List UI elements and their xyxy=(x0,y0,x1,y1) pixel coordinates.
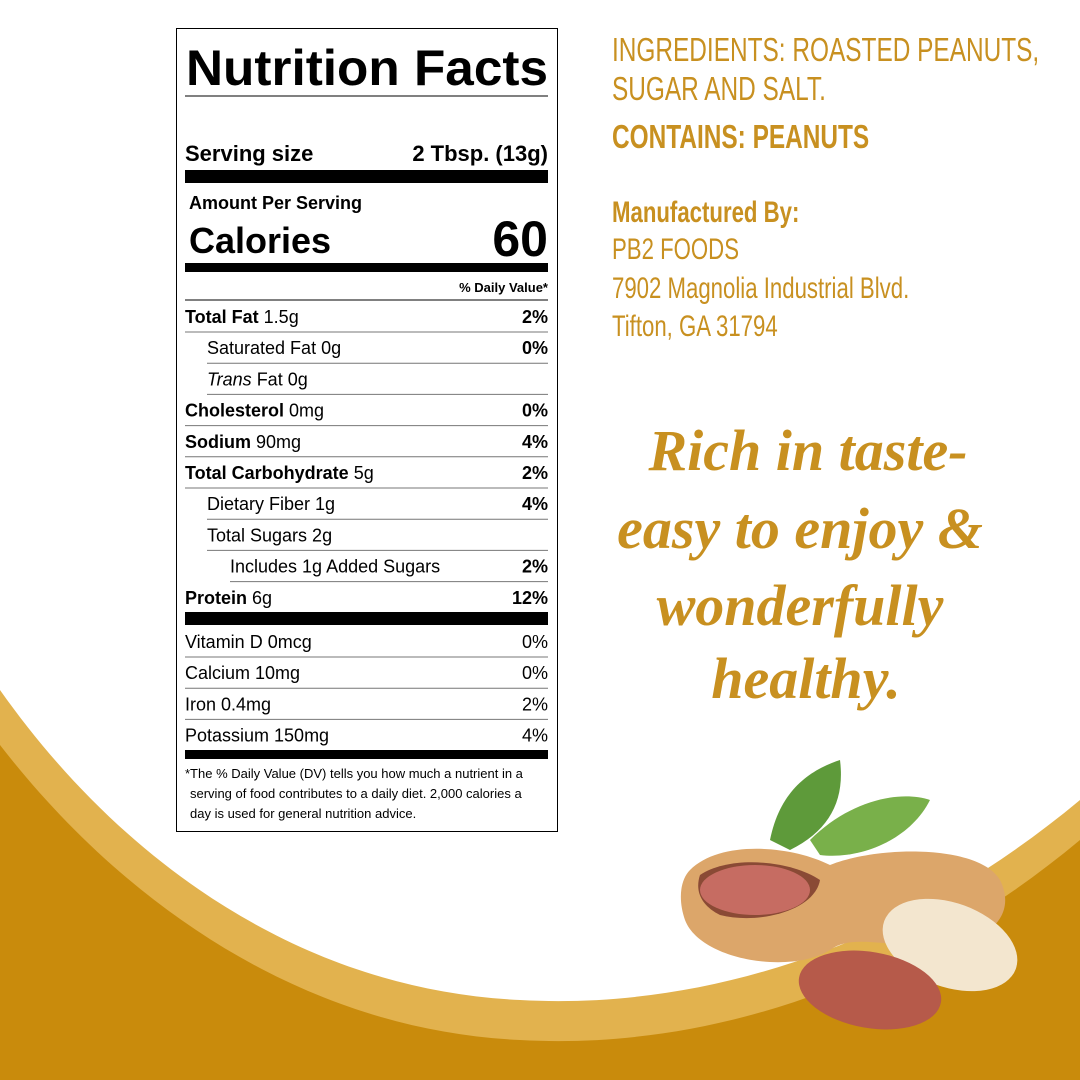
serving-value: 2 Tbsp. (13g) xyxy=(412,141,548,166)
nutrient-amount: 1.5g xyxy=(264,307,299,327)
nutrient-name: Potassium 150mg xyxy=(185,726,329,746)
daily-value: 4% xyxy=(522,726,548,746)
daily-value: 2% xyxy=(522,307,548,327)
nutrient-name: Protein xyxy=(185,588,247,608)
nutrient-name: Saturated Fat 0g xyxy=(207,338,341,358)
daily-value: 0% xyxy=(522,401,548,421)
footnote: serving of food contributes to a daily d… xyxy=(190,786,522,801)
nutrient-label: Dietary Fiber 1g xyxy=(207,494,335,514)
serving-label: Serving size xyxy=(185,141,313,166)
nutrient-label: Cholesterol 0mg xyxy=(185,401,324,421)
manufacturer-heading: Manufactured By: xyxy=(612,195,799,229)
tagline-line: easy to enjoy & xyxy=(617,496,983,561)
nutrient-label: Vitamin D 0mcg xyxy=(185,632,312,652)
nutrient-label: Includes 1g Added Sugars xyxy=(230,557,440,577)
nutrient-label: Saturated Fat 0g xyxy=(207,338,341,358)
tagline-line: healthy. xyxy=(711,646,901,711)
nutrient-name: Total Fat xyxy=(185,307,259,327)
nutrient-name: Vitamin D 0mcg xyxy=(185,632,312,652)
daily-value: 2% xyxy=(522,557,548,577)
nutrient-label: Total Fat 1.5g xyxy=(185,307,299,327)
ingredients: INGREDIENTS: ROASTED PEANUTS, xyxy=(612,33,1039,69)
calories-label: Calories xyxy=(189,220,331,261)
nutrient-label: Calcium 10mg xyxy=(185,663,300,683)
info-text: INGREDIENTS: ROASTED PEANUTS, SUGAR AND … xyxy=(612,33,1039,343)
nutrient-name: Total Carbohydrate xyxy=(185,463,349,483)
nutrient-label: Protein 6g xyxy=(185,588,272,608)
nutrient-amount: 90mg xyxy=(256,432,301,452)
daily-value: 12% xyxy=(512,588,548,608)
thick-rule xyxy=(185,750,548,759)
daily-value-header: % Daily Value* xyxy=(459,280,549,295)
nutrient-name: Fat 0g xyxy=(257,369,308,389)
nutrient-name: Cholesterol xyxy=(185,401,284,421)
nutrient-name: Dietary Fiber 1g xyxy=(207,494,335,514)
nutrient-name: Total Sugars 2g xyxy=(207,525,332,545)
ingredients: SUGAR AND SALT. xyxy=(612,72,826,108)
nutrient-amount: 5g xyxy=(354,463,374,483)
manufacturer-line: 7902 Magnolia Industrial Blvd. xyxy=(612,271,909,305)
tagline: Rich in taste- easy to enjoy & wonderful… xyxy=(617,418,983,711)
peanut-illustration xyxy=(680,760,1018,1030)
nutrient-label: Total Sugars 2g xyxy=(207,525,332,545)
daily-value: 4% xyxy=(522,432,548,452)
manufacturer-line: PB2 FOODS xyxy=(612,232,739,266)
daily-value: 2% xyxy=(522,463,548,483)
thick-rule xyxy=(185,263,548,272)
nutrient-name: Sodium xyxy=(185,432,251,452)
daily-value: 0% xyxy=(522,663,548,683)
daily-value: 0% xyxy=(522,338,548,358)
daily-value: 2% xyxy=(522,694,548,714)
daily-value: 0% xyxy=(522,632,548,652)
nutrient-name: Iron 0.4mg xyxy=(185,694,271,714)
thick-rule xyxy=(185,170,548,183)
contains: CONTAINS: PEANUTS xyxy=(612,120,869,156)
nutrient-name: Calcium 10mg xyxy=(185,663,300,683)
nutrient-italic: Trans xyxy=(207,369,252,389)
manufacturer-line: Tifton, GA 31794 xyxy=(612,309,778,343)
tagline-line: Rich in taste- xyxy=(647,418,967,483)
nutrient-label: Trans Fat 0g xyxy=(207,369,308,389)
calories-value: 60 xyxy=(492,211,548,267)
label-title: Nutrition Facts xyxy=(186,40,548,96)
label-box xyxy=(176,28,558,832)
nutrient-label: Iron 0.4mg xyxy=(185,694,271,714)
nutrient-label: Potassium 150mg xyxy=(185,726,329,746)
daily-value: 4% xyxy=(522,494,548,514)
footnote: day is used for general nutrition advice… xyxy=(190,806,416,821)
nutrient-label: Sodium 90mg xyxy=(185,432,301,452)
nutrient-amount: 6g xyxy=(252,588,272,608)
nutrient-name: Includes 1g Added Sugars xyxy=(230,557,440,577)
nutrient-amount: 0mg xyxy=(289,401,324,421)
tagline-line: wonderfully xyxy=(657,573,944,638)
nutrition-label: Nutrition Facts Serving size 2 Tbsp. (13… xyxy=(176,28,558,832)
footnote: *The % Daily Value (DV) tells you how mu… xyxy=(185,766,524,781)
thick-rule xyxy=(185,612,548,625)
amount-per-serving: Amount Per Serving xyxy=(189,193,362,213)
nutrient-label: Total Carbohydrate 5g xyxy=(185,463,374,483)
